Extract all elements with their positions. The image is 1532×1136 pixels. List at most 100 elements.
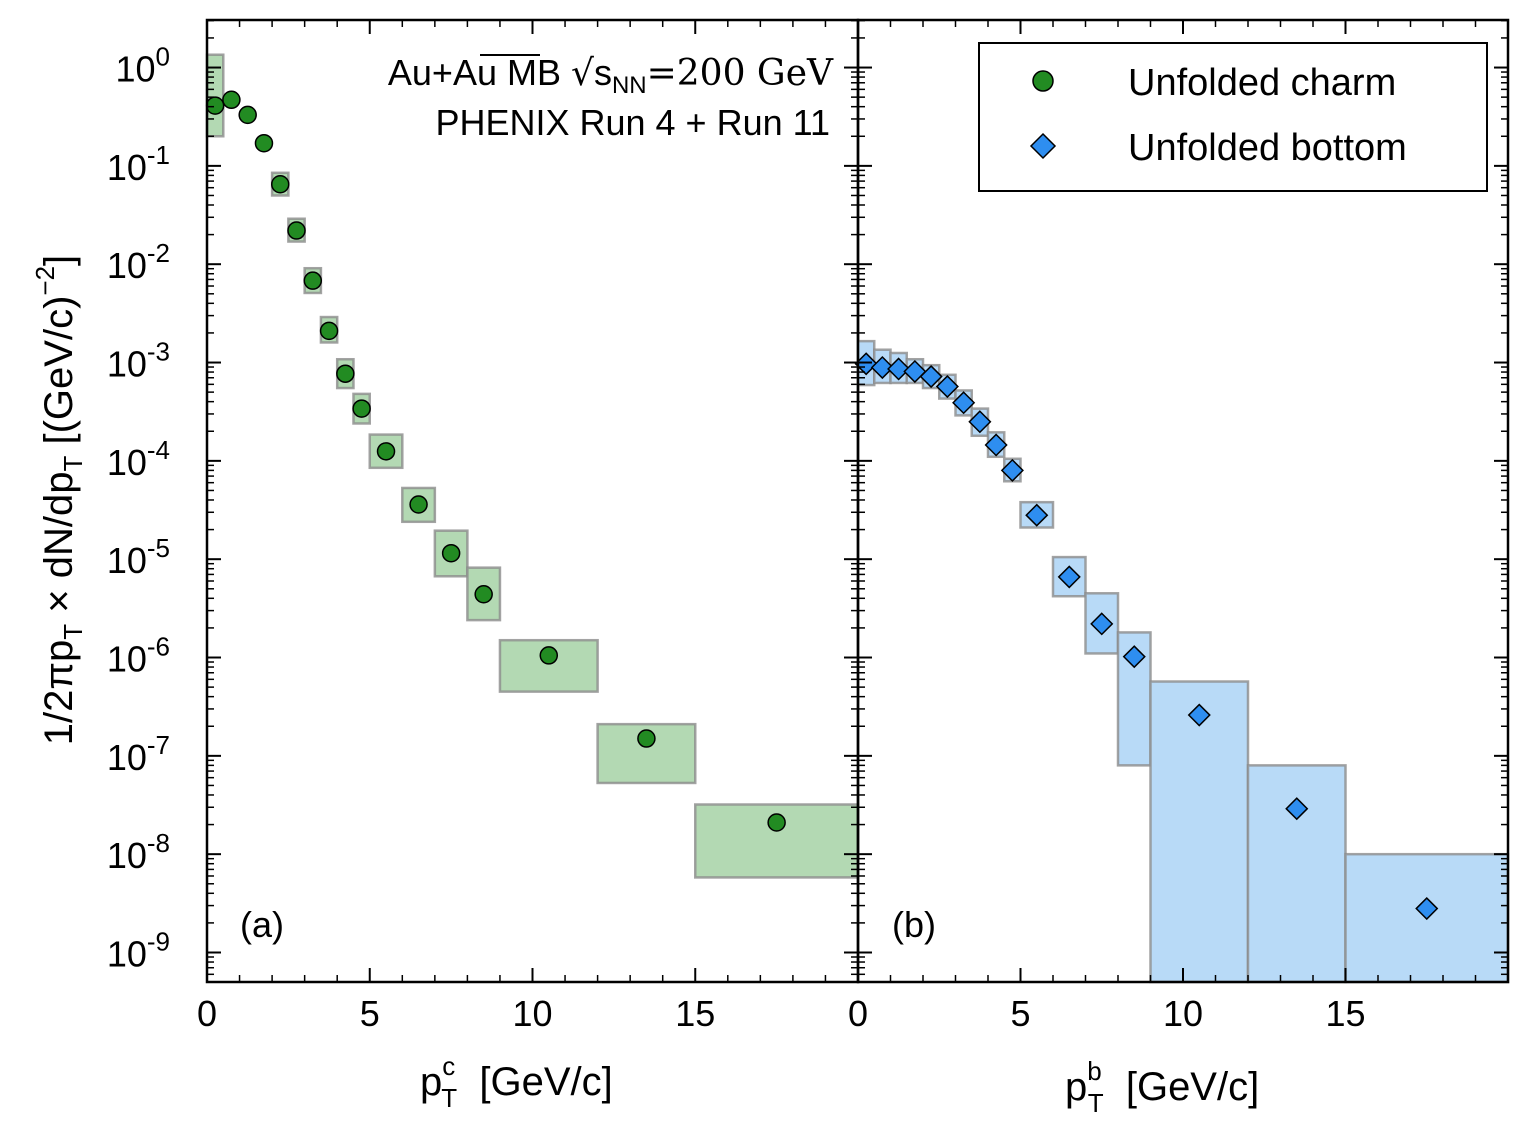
bottom-point-2 [887,357,911,381]
y-axis-label-end: ] [37,255,81,266]
bottom-point-4 [919,364,943,389]
charm-point-1 [222,90,241,110]
ytick-label-exp: -7 [147,730,170,760]
charm-point-16 [767,813,786,832]
annotation-line-1-prefix: Au+Au MB [388,52,571,93]
panel-b: 0 5 10 15 (b) pb T [GeV/c] Unfolded charm Un… [848,18,1510,1118]
ytick-label-exp: -3 [147,337,170,367]
sqrt-s: s [594,52,612,93]
xtick-label: 5 [360,993,380,1034]
charm-points [205,90,786,832]
legend-charm-marker [1032,70,1054,92]
charm-point-9 [352,399,371,418]
charm-uncertainty-boxes [205,53,860,879]
bottom-point-14 [1187,703,1211,727]
bottom-points [854,352,1439,921]
ytick-label: 10-8 [107,828,170,876]
panel-b-xlabel-sub: T [1088,1088,1104,1118]
bottom-point-7 [968,410,992,434]
charm-point-12 [441,543,461,563]
ytick-label-base: 10 [107,639,147,680]
panel-b-label: (b) [892,904,936,945]
sqrt-sub: NN [612,72,647,99]
bottom-box-14 [1149,680,1250,984]
legend-bottom-marker [1029,132,1057,160]
bottom-box-13 [1116,631,1152,767]
ytick-label: 10-4 [107,435,170,483]
charm-point-11 [409,495,428,514]
xtick-label: 10 [1163,993,1203,1034]
ytick-label-base: 10 [107,835,147,876]
y-axis-label-sup: −2 [30,266,60,296]
panel-a-xlabel: pc T [GeV/c] [420,1051,613,1113]
charm-point-2 [238,105,257,125]
charm-point-5 [287,221,306,240]
ytick-label-exp: -8 [147,828,170,858]
bottom-point-11 [1057,565,1081,589]
ytick-label: 10-5 [107,533,170,581]
bottom-point-1 [870,355,894,380]
y-axis-label-rest: × dN/dp [37,472,81,624]
xtick-label: 15 [1325,993,1365,1034]
ytick-label: 100 [115,42,170,90]
ytick-label-base: 10 [107,147,147,188]
legend-charm-label: Unfolded charm [1128,62,1396,104]
charm-point-4 [270,175,290,194]
y-axis-label-main: 1/2πp [37,640,81,745]
ytick-label: 10-1 [107,140,170,188]
bottom-point-9 [1000,458,1024,482]
ytick-label: 10-6 [107,632,170,680]
panel-b-xlabel-unit: [GeV/c] [1104,1065,1260,1109]
bottom-point-6 [952,391,976,415]
xtick-label: 15 [675,993,715,1034]
bottom-point-5 [935,374,959,399]
ytick-label-exp: -4 [147,435,170,465]
sqrt-sign: √ [571,53,594,94]
charm-point-15 [637,729,656,748]
annotation-line-1-suffix: =200 GeV [647,53,834,94]
ytick-label: 10-7 [107,730,170,778]
charm-point-7 [319,321,339,341]
ytick-label-base: 10 [107,540,147,581]
ytick-label-base: 10 [115,49,155,90]
panel-b-x-ticks: 0 5 10 15 [848,20,1477,1034]
ytick-label-exp: -1 [147,140,170,170]
bottom-point-12 [1090,612,1114,636]
legend: Unfolded charm Unfolded bottom [978,42,1488,192]
bottom-point-8 [984,433,1008,457]
charm-point-13 [474,584,493,604]
charm-point-0 [205,96,225,115]
xtick-label: 10 [512,993,552,1034]
xtick-label: 5 [1010,993,1030,1034]
xtick-label: 0 [197,993,217,1034]
legend-bottom-label: Unfolded bottom [1128,127,1407,169]
panel-b-xlabel: pb T [GeV/c] [1065,1056,1259,1118]
ytick-label: 10-3 [107,337,170,385]
ytick-label-exp: 0 [156,42,170,72]
ytick-label-base: 10 [107,737,147,778]
ytick-label-base: 10 [107,442,147,483]
ytick-label-exp: -6 [147,632,170,662]
bottom-uncertainty-boxes [856,339,1510,984]
ytick-label-exp: -2 [147,238,170,268]
ytick-label-exp: -9 [147,927,170,957]
y-axis-label: 1/2πpT × dN/dpT [(GeV/c)−2] [30,255,88,745]
xtick-label: 0 [848,993,868,1034]
y-axis-label-sub: T [58,624,88,640]
charm-point-3 [254,133,274,153]
bottom-point-15 [1285,797,1309,821]
bottom-point-16 [1415,896,1439,921]
ytick-label-base: 10 [107,344,147,385]
legend-frame [978,42,1488,192]
bottom-point-10 [1025,503,1049,527]
panel-a-label: (a) [240,904,284,945]
y-axis-label-sub2: T [58,456,88,472]
ytick-label: 10-2 [107,238,170,286]
panel-a-x-ticks: 0 5 10 15 [197,20,827,1034]
panel-a: 0 5 10 15 (a) Au+Au MB √sNN=200 GeV PHENIX … [197,18,860,1113]
panel-a-xlabel-sup: c [442,1051,455,1081]
panel-a-xlabel-sub: T [441,1083,457,1113]
ytick-label-base: 10 [107,934,147,975]
panel-a-xlabel-unit: [GeV/c] [457,1060,613,1104]
